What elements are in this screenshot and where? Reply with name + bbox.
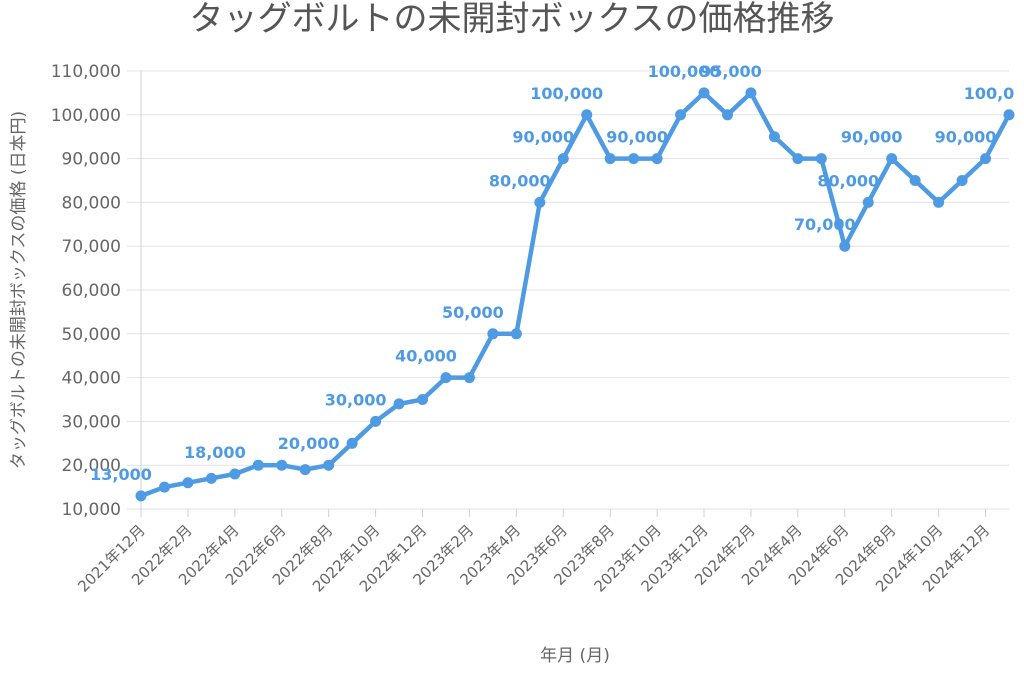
data-point — [276, 459, 288, 471]
data-point — [980, 153, 992, 165]
data-point — [510, 328, 522, 340]
series-line — [138, 90, 1012, 499]
data-label: 40,000 — [395, 347, 457, 366]
data-label: 20,000 — [278, 434, 340, 453]
y-tick-label: 30,000 — [62, 412, 121, 432]
data-point — [886, 153, 898, 165]
data-point — [487, 328, 499, 340]
y-axis-title: タッグボルトの未開封ボックスの価格 (日本円) — [9, 111, 29, 469]
data-label: 100,000 — [530, 84, 603, 103]
data-point — [792, 153, 804, 165]
data-point — [205, 472, 217, 484]
data-point — [229, 468, 241, 480]
data-point — [956, 175, 968, 186]
data-point — [628, 153, 640, 165]
data-point — [839, 240, 851, 252]
y-tick-label: 80,000 — [62, 193, 121, 213]
x-axis-title: 年月 (月) — [540, 646, 610, 666]
y-tick-label: 10,000 — [62, 500, 121, 520]
data-point — [252, 459, 264, 471]
data-point — [721, 109, 733, 121]
data-label: 50,000 — [442, 303, 504, 322]
y-axis-ticks: 10,000 20,000 30,000 40,000 50,000 60,000 70,0… — [51, 62, 121, 520]
data-point — [417, 394, 429, 405]
y-tick-label: 70,000 — [62, 237, 121, 257]
data-point — [933, 196, 945, 208]
data-point — [557, 153, 569, 165]
data-point — [370, 415, 382, 427]
data-label: 70,000 — [794, 215, 856, 234]
data-label: 80,000 — [489, 171, 551, 190]
data-point — [440, 372, 452, 384]
data-label: 90,000 — [512, 128, 574, 147]
data-label: 80,000 — [817, 171, 879, 190]
data-points — [135, 87, 1015, 502]
data-point — [581, 109, 593, 121]
data-point — [323, 459, 335, 471]
data-point — [393, 398, 405, 410]
data-point — [1003, 109, 1015, 121]
data-labels: 13,000 18,000 20,000 30,000 40,000 50,000 80,0… — [90, 62, 1014, 484]
data-label: 90,000 — [935, 128, 997, 147]
data-label: 90,000 — [841, 128, 903, 147]
data-label: 18,000 — [184, 443, 246, 462]
data-point — [135, 490, 147, 502]
data-point — [675, 109, 687, 121]
data-point — [604, 153, 616, 165]
data-point — [862, 196, 874, 208]
data-point — [346, 437, 358, 449]
data-point — [182, 477, 194, 489]
data-point — [463, 372, 475, 384]
data-point — [815, 153, 827, 165]
data-point — [158, 481, 170, 493]
data-point — [534, 196, 546, 208]
y-tick-label: 60,000 — [62, 281, 121, 301]
x-axis-ticks: 2021年12月2022年2月2022年4月2022年6月2022年8月2022… — [74, 509, 993, 596]
y-tick-label: 20,000 — [62, 456, 121, 476]
data-label: 100,0 — [964, 84, 1015, 103]
series-layer — [138, 90, 1012, 499]
y-tick-label: 50,000 — [62, 325, 121, 345]
data-point — [745, 87, 757, 99]
y-tick-label: 90,000 — [62, 150, 121, 170]
data-label: 100,000 — [648, 62, 721, 81]
data-point — [768, 131, 780, 143]
data-point — [909, 175, 921, 186]
data-point — [651, 153, 663, 165]
data-point — [698, 87, 710, 99]
data-label: 30,000 — [325, 390, 387, 409]
y-tick-label: 100,000 — [51, 106, 121, 126]
chart-title: タッグボルトの未開封ボックスの価格推移 — [190, 0, 835, 39]
data-label: 13,000 — [90, 465, 152, 484]
y-tick-label: 40,000 — [62, 369, 121, 389]
y-tick-label: 110,000 — [51, 62, 121, 82]
data-label: 90,000 — [606, 128, 668, 147]
data-point — [299, 464, 311, 476]
data-label: 95,000 — [700, 62, 762, 81]
